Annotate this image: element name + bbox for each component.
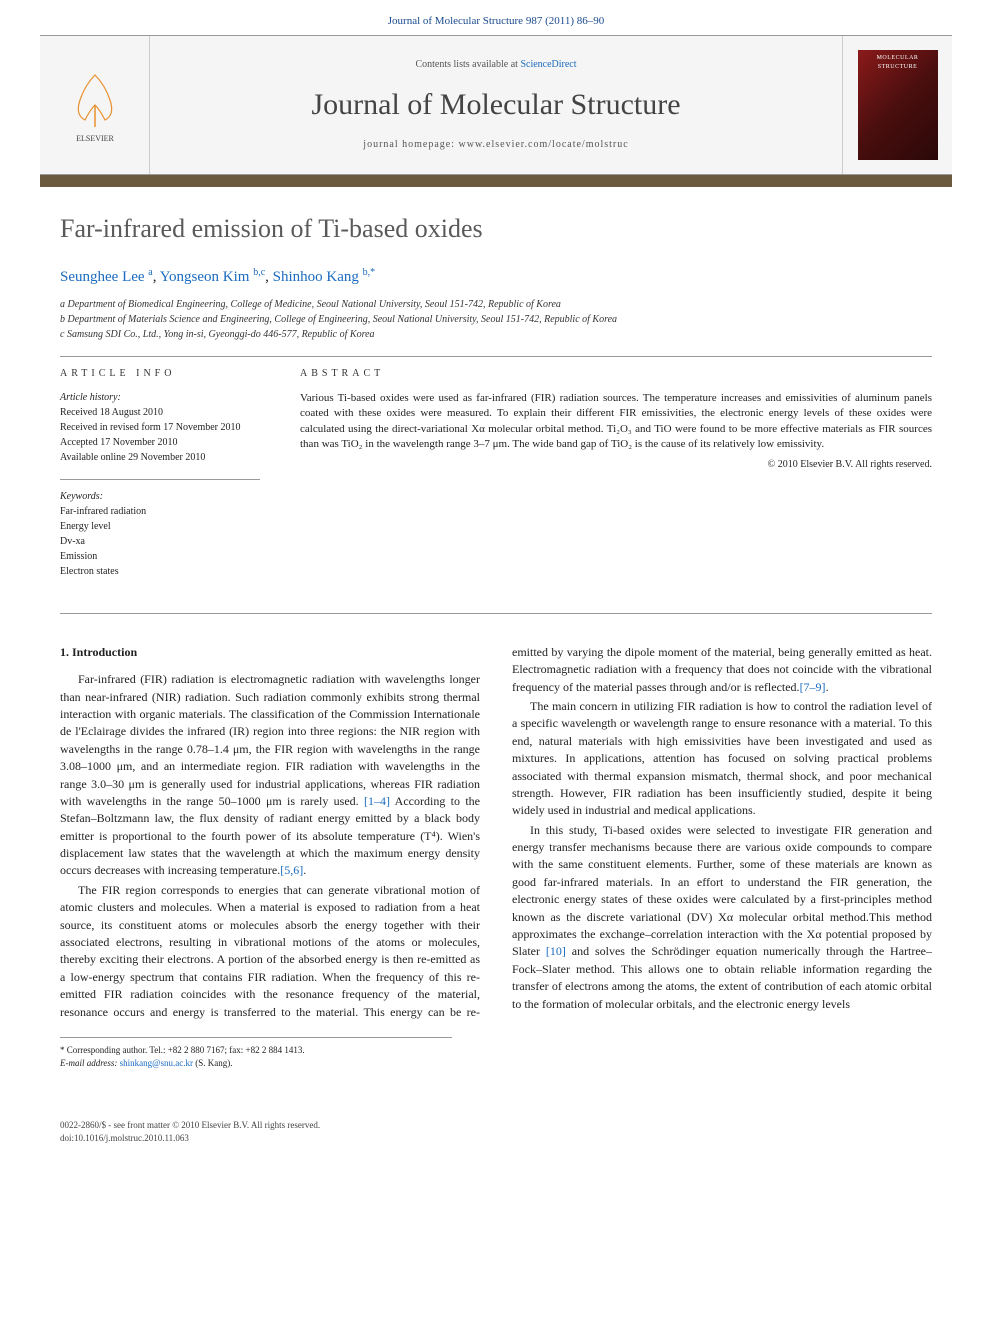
main-content: Far-infrared emission of Ti-based oxides… xyxy=(0,187,992,1109)
corr-line: * Corresponding author. Tel.: +82 2 880 … xyxy=(60,1044,452,1057)
keyword: Dv-xa xyxy=(60,535,260,549)
keyword: Energy level xyxy=(60,520,260,534)
sciencedirect-link[interactable]: ScienceDirect xyxy=(520,59,576,70)
author-link[interactable]: Seunghee Lee a xyxy=(60,269,153,285)
keyword: Far-infrared radiation xyxy=(60,505,260,519)
ref-link[interactable]: [7–9] xyxy=(800,680,826,694)
keywords-label: Keywords: xyxy=(60,490,260,504)
abstract-block: ABSTRACT Various Ti-based oxides were us… xyxy=(300,367,932,593)
separator xyxy=(60,613,932,614)
body-paragraph: In this study, Ti-based oxides were sele… xyxy=(512,822,932,1013)
journal-cover-thumb: MOLECULAR STRUCTURE xyxy=(858,50,938,160)
keywords-block: Keywords: Far-infrared radiationEnergy l… xyxy=(60,490,260,579)
affiliation: c Samsung SDI Co., Ltd., Yong in-si, Gye… xyxy=(60,328,932,342)
banner-center: Contents lists available at ScienceDirec… xyxy=(150,36,842,174)
body-columns: 1. Introduction Far-infrared (FIR) radia… xyxy=(60,644,932,1021)
page-footer: 0022-2860/$ - see front matter © 2010 El… xyxy=(0,1119,992,1164)
history-item: Received 18 August 2010 xyxy=(60,406,260,420)
affiliation: a Department of Biomedical Engineering, … xyxy=(60,298,932,312)
doi: doi:10.1016/j.molstruc.2010.11.063 xyxy=(60,1132,932,1145)
homepage-pre: journal homepage: xyxy=(363,139,458,150)
ref-link[interactable]: [1–4] xyxy=(364,794,390,808)
svg-text:ELSEVIER: ELSEVIER xyxy=(76,134,114,143)
cover-box: MOLECULAR STRUCTURE xyxy=(842,36,952,174)
journal-banner: ELSEVIER Contents lists available at Sci… xyxy=(40,35,952,175)
ref-link[interactable]: [5,6] xyxy=(280,863,303,877)
paper-title: Far-infrared emission of Ti-based oxides xyxy=(60,211,932,247)
email-label: E-mail address: xyxy=(60,1058,117,1068)
body-paragraph: Far-infrared (FIR) radiation is electrom… xyxy=(60,671,480,880)
journal-name: Journal of Molecular Structure xyxy=(311,84,680,126)
history-item: Received in revised form 17 November 201… xyxy=(60,421,260,435)
corr-suffix: (S. Kang). xyxy=(195,1058,232,1068)
body-paragraph: The main concern in utilizing FIR radiat… xyxy=(512,698,932,820)
abstract-label: ABSTRACT xyxy=(300,367,932,381)
section-heading: 1. Introduction xyxy=(60,644,480,661)
keyword: Emission xyxy=(60,550,260,564)
front-matter: 0022-2860/$ - see front matter © 2010 El… xyxy=(60,1119,932,1132)
authors: Seunghee Lee a, Yongseon Kim b,c, Shinho… xyxy=(60,266,932,288)
corr-email-link[interactable]: shinkang@snu.ac.kr xyxy=(120,1058,193,1068)
keyword: Electron states xyxy=(60,565,260,579)
author-link[interactable]: Shinhoo Kang b,* xyxy=(273,269,376,285)
author-link[interactable]: Yongseon Kim b,c xyxy=(160,269,265,285)
publisher-logo-box: ELSEVIER xyxy=(40,36,150,174)
contents-line: Contents lists available at ScienceDirec… xyxy=(415,58,576,72)
article-history: Article history: Received 18 August 2010… xyxy=(60,391,260,465)
meta-row: ARTICLE INFO Article history: Received 1… xyxy=(60,367,932,593)
article-info: ARTICLE INFO Article history: Received 1… xyxy=(60,367,260,593)
history-label: Article history: xyxy=(60,391,260,405)
separator xyxy=(60,479,260,480)
cover-label: MOLECULAR STRUCTURE xyxy=(862,54,934,71)
homepage-url: www.elsevier.com/locate/molstruc xyxy=(459,139,629,150)
corresponding-author: * Corresponding author. Tel.: +82 2 880 … xyxy=(60,1037,452,1069)
history-item: Available online 29 November 2010 xyxy=(60,451,260,465)
history-item: Accepted 17 November 2010 xyxy=(60,436,260,450)
journal-citation: Journal of Molecular Structure 987 (2011… xyxy=(0,0,992,35)
elsevier-tree-logo: ELSEVIER xyxy=(60,65,130,145)
abstract-copyright: © 2010 Elsevier B.V. All rights reserved… xyxy=(300,458,932,472)
contents-pre: Contents lists available at xyxy=(415,59,520,70)
affiliation: b Department of Materials Science and En… xyxy=(60,313,932,327)
color-bar xyxy=(40,175,952,187)
separator xyxy=(60,356,932,357)
homepage-line: journal homepage: www.elsevier.com/locat… xyxy=(363,138,628,152)
ref-link[interactable]: [10] xyxy=(546,944,566,958)
abstract-text: Various Ti-based oxides were used as far… xyxy=(300,391,932,453)
article-info-label: ARTICLE INFO xyxy=(60,367,260,381)
affiliations: a Department of Biomedical Engineering, … xyxy=(60,298,932,342)
